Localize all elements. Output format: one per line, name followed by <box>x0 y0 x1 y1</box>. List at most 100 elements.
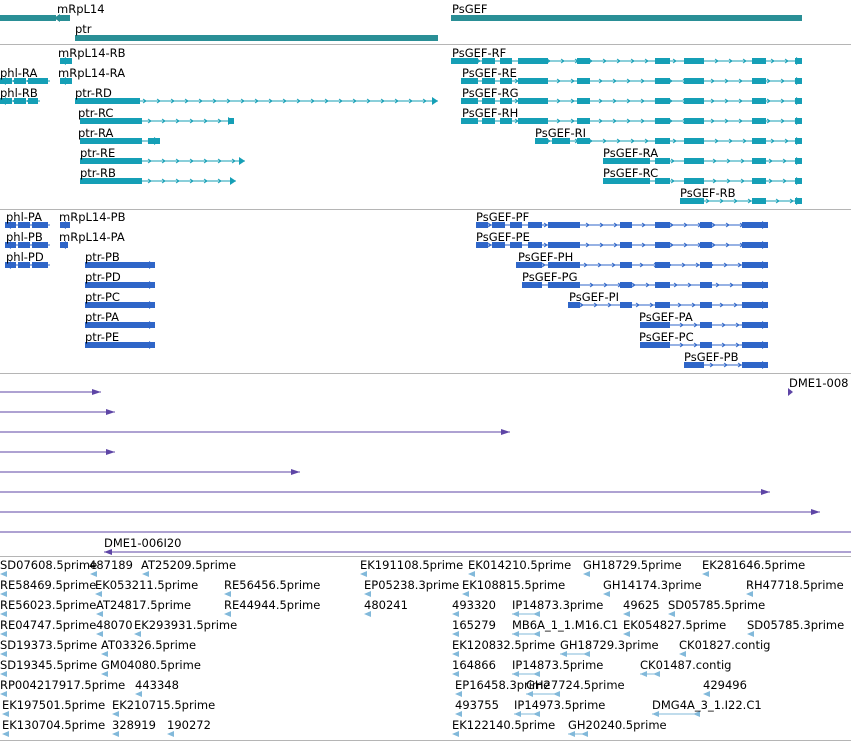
feature-label[interactable]: ptr-RB <box>80 166 116 180</box>
feature-label[interactable]: DMG4A_3_1.I22.C1 <box>652 698 762 712</box>
feature-label[interactable]: 49625 <box>623 598 660 612</box>
feature-label[interactable]: PsGEF <box>452 2 488 16</box>
feature-label[interactable]: AT25209.5prime <box>141 558 237 572</box>
feature-label[interactable]: EK108815.5prime <box>462 578 566 592</box>
feature-label[interactable]: SD07608.5prime <box>0 558 98 572</box>
feature-label[interactable]: ptr-PA <box>85 310 120 324</box>
feature-label[interactable]: phl-PD <box>6 250 44 264</box>
feature-label[interactable]: ptr-PB <box>85 250 120 264</box>
feature-label[interactable]: EK014210.5prime <box>468 558 572 572</box>
feature-label[interactable]: ptr-RA <box>78 126 114 140</box>
feature-label[interactable]: GH27724.5prime <box>526 678 625 692</box>
feature-label[interactable]: EK293931.5prime <box>134 618 238 632</box>
feature-label[interactable]: 443348 <box>135 678 179 692</box>
feature-label[interactable]: ptr-RD <box>75 86 112 100</box>
feature-label[interactable]: MB6A_1_1.M16.C1 <box>512 618 619 632</box>
feature-label[interactable]: AT03326.5prime <box>101 638 197 652</box>
feature-label[interactable]: GH18729.5prime <box>583 558 682 572</box>
feature-label[interactable]: RE04747.5prime <box>0 618 97 632</box>
feature-label[interactable]: AT24817.5prime <box>96 598 192 612</box>
cdna-arrow <box>0 651 7 657</box>
feature-label[interactable]: SD19345.5prime <box>0 658 98 672</box>
feature-label[interactable]: PsGEF-RB <box>680 186 736 200</box>
feature-label[interactable]: phl-RA <box>0 66 38 80</box>
feature-label[interactable]: PsGEF-RF <box>452 46 507 60</box>
feature-label[interactable]: PsGEF-PF <box>476 210 530 224</box>
feature-label[interactable]: GH18729.3prime <box>560 638 659 652</box>
feature-label[interactable]: ptr-RC <box>78 106 114 120</box>
feature-label[interactable]: EK191108.5prime <box>360 558 464 572</box>
feature-label[interactable]: GH14174.3prime <box>603 578 702 592</box>
feature-label[interactable]: PsGEF-PB <box>684 350 739 364</box>
feature-label[interactable]: CK01487.contig <box>640 658 732 672</box>
feature-label[interactable]: GH20240.5prime <box>568 718 667 732</box>
feature-label[interactable]: mRpL14 <box>57 2 105 16</box>
feature-label[interactable]: IP14873.5prime <box>512 658 604 672</box>
feature-label[interactable]: phl-PA <box>6 210 42 224</box>
feature-label[interactable]: mRpL14-RA <box>58 66 126 80</box>
feature-label[interactable]: EK197501.5prime <box>2 698 106 712</box>
feature-label[interactable]: SD19373.5prime <box>0 638 98 652</box>
feature-label[interactable]: PsGEF-RH <box>462 106 519 120</box>
feature-label[interactable]: SD05785.5prime <box>668 598 766 612</box>
feature-label[interactable]: PsGEF-PH <box>518 250 574 264</box>
feature-label[interactable]: PsGEF-PG <box>522 270 578 284</box>
feature-label[interactable]: PsGEF-PC <box>639 330 694 344</box>
feature-label[interactable]: PsGEF-RE <box>462 66 517 80</box>
feature-label[interactable]: RE56023.5prime <box>0 598 97 612</box>
feature-label[interactable]: 190272 <box>167 718 211 732</box>
feature-label[interactable]: GM04080.5prime <box>101 658 201 672</box>
feature-label[interactable]: CK01827.contig <box>679 638 771 652</box>
feature-label[interactable]: 493320 <box>452 598 496 612</box>
feature-label[interactable]: EK281646.5prime <box>702 558 806 572</box>
feature-label[interactable]: PsGEF-RG <box>462 86 519 100</box>
feature-label[interactable]: PsGEF-RC <box>603 166 659 180</box>
feature-label[interactable]: SD05785.3prime <box>747 618 845 632</box>
feature-label[interactable]: RE56456.5prime <box>224 578 321 592</box>
feature-label[interactable]: RP004217917.5prime <box>0 678 126 692</box>
exon <box>548 222 580 228</box>
feature-label[interactable]: 48070 <box>96 618 133 632</box>
feature-label[interactable]: EP05238.3prime <box>364 578 460 592</box>
feature-label[interactable]: PsGEF-RI <box>535 126 587 140</box>
feature-label[interactable]: PsGEF-RA <box>603 146 659 160</box>
feature-label[interactable]: PsGEF-PA <box>639 310 693 324</box>
feature-label[interactable]: 429496 <box>703 678 747 692</box>
feature-label[interactable]: EK122140.5prime <box>452 718 556 732</box>
feature-label[interactable]: EK130704.5prime <box>2 718 106 732</box>
feature-label[interactable]: RE44944.5prime <box>224 598 321 612</box>
strand-chevron <box>203 178 208 184</box>
feature-label[interactable]: 328919 <box>112 718 156 732</box>
feature-label[interactable]: ptr-PE <box>85 330 120 344</box>
feature-label[interactable]: DME1-008 <box>789 376 849 390</box>
feature-label[interactable]: EP16458.3prime <box>455 678 551 692</box>
feature-label[interactable]: EK210715.5prime <box>112 698 216 712</box>
feature-label[interactable]: EK120832.5prime <box>452 638 556 652</box>
feature-label[interactable]: ptr-RE <box>80 146 116 160</box>
feature-label[interactable]: ptr-PC <box>85 290 120 304</box>
feature-label[interactable]: IP14973.5prime <box>514 698 606 712</box>
gene-strand-arrow <box>54 14 60 22</box>
feature-label[interactable]: phl-PB <box>6 230 43 244</box>
cdna-arrow <box>0 691 7 697</box>
feature-label[interactable]: mRpL14-PA <box>59 230 125 244</box>
feature-label[interactable]: mRpL14-RB <box>58 46 126 60</box>
feature-label[interactable]: 165279 <box>452 618 496 632</box>
feature-label[interactable]: DME1-006I20 <box>104 536 182 550</box>
feature-label[interactable]: 164866 <box>452 658 496 672</box>
feature-label[interactable]: 493755 <box>455 698 499 712</box>
feature-label[interactable]: ptr <box>75 22 92 36</box>
cdna-arrow <box>533 611 540 617</box>
feature-label[interactable]: phl-RB <box>0 86 38 100</box>
feature-label[interactable]: EK053211.5prime <box>95 578 199 592</box>
feature-label[interactable]: RE58469.5prime <box>0 578 97 592</box>
feature-label[interactable]: PsGEF-PE <box>476 230 530 244</box>
feature-label[interactable]: IP14873.3prime <box>512 598 604 612</box>
feature-label[interactable]: mRpL14-PB <box>59 210 126 224</box>
feature-label[interactable]: EK054827.5prime <box>623 618 727 632</box>
feature-label[interactable]: 480241 <box>364 598 408 612</box>
feature-label[interactable]: PsGEF-PI <box>569 290 619 304</box>
feature-label[interactable]: RH47718.5prime <box>746 578 844 592</box>
feature-label[interactable]: 487189 <box>89 558 133 572</box>
feature-label[interactable]: ptr-PD <box>85 270 121 284</box>
